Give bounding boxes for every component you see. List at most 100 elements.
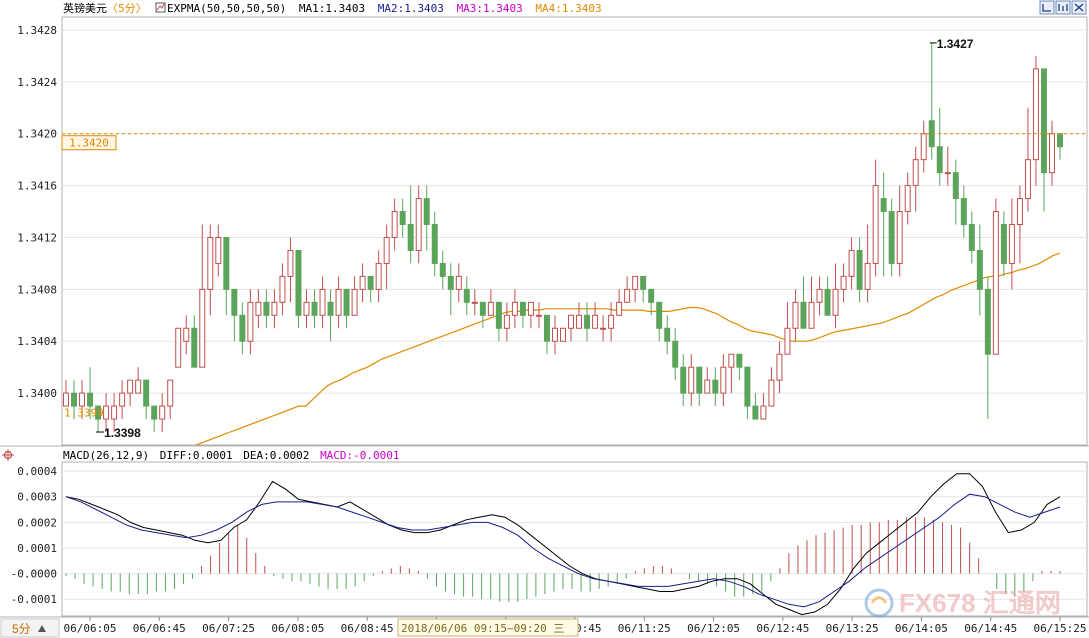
candle	[327, 289, 334, 342]
candle-body-down	[143, 379, 150, 407]
candle-body-down	[1000, 224, 1007, 264]
candle	[495, 301, 502, 342]
macd-settings-icon[interactable]	[2, 449, 14, 461]
candle-body-down	[263, 301, 270, 316]
price-tick-label: 1.3428	[17, 24, 57, 37]
price-tick-label: 1.3412	[17, 231, 57, 244]
candle-body-down	[712, 379, 719, 394]
candle	[159, 393, 166, 433]
candle	[519, 301, 526, 329]
candle	[736, 353, 743, 381]
candle-body-down	[936, 146, 943, 174]
macd-legend: MACD(26,12,9) DIFF:0.0001 DEA:0.0002 MAC…	[63, 449, 400, 462]
price-tick-label: 1.3404	[17, 335, 57, 348]
candle-body-up	[912, 159, 919, 187]
candle-body-up	[159, 405, 166, 420]
x-tick-label: 06/07:25	[202, 622, 255, 635]
candle	[215, 224, 222, 277]
toolbar-buttons[interactable]	[1039, 0, 1087, 15]
candle	[503, 302, 510, 342]
period-selector-button[interactable]: 5分	[0, 618, 60, 638]
candle-body-down	[856, 249, 863, 290]
candle	[95, 405, 102, 433]
macd-panel-frame[interactable]	[61, 461, 1088, 617]
candle	[816, 276, 823, 316]
candle	[471, 289, 478, 316]
candle-body-down	[800, 301, 807, 329]
candle	[696, 366, 703, 407]
candle-body-down	[431, 224, 438, 264]
candle-body-up	[848, 249, 855, 277]
price-tick-label: 1.3416	[17, 180, 57, 193]
candle	[303, 289, 310, 329]
chart-header: 英镑美元〈5分〉	[63, 1, 147, 15]
candle	[407, 185, 414, 264]
zoom-panel-icon[interactable]	[1039, 0, 1055, 15]
candle	[680, 354, 687, 407]
candle	[560, 327, 566, 342]
candle	[664, 315, 671, 355]
candle	[511, 289, 518, 329]
indicator-name: EXPMA(50,50,50,50)	[167, 2, 286, 15]
current-price-tag-text: 1.3420	[69, 137, 109, 150]
candle-body-up	[560, 327, 566, 342]
candle-body-down	[976, 249, 983, 290]
candle	[856, 237, 863, 303]
candle	[103, 393, 110, 433]
candle-body-down	[824, 288, 831, 316]
candle	[584, 302, 591, 342]
candle	[912, 146, 919, 212]
candle	[463, 276, 470, 316]
candle	[191, 315, 198, 368]
candle-body-down	[696, 366, 703, 394]
candle	[1016, 185, 1023, 264]
candle-body-up	[832, 288, 839, 316]
candle	[287, 237, 294, 303]
ma1-value: MA1:1.3403	[299, 2, 365, 15]
candle	[1024, 107, 1031, 212]
candle-body-up	[207, 236, 214, 290]
candle	[311, 289, 318, 329]
candle	[199, 224, 206, 368]
diff-value: DIFF:0.0001	[160, 449, 233, 462]
candle	[656, 301, 663, 342]
candle-body-up	[183, 327, 190, 342]
candle-body-down	[519, 301, 526, 316]
candlestick-series[interactable]	[63, 42, 1063, 433]
candle-body-down	[656, 301, 663, 329]
dea-line	[65, 493, 1061, 608]
price-tick-label: 1.3424	[17, 76, 57, 89]
candle-body-up	[455, 275, 462, 290]
candle-body-up	[119, 392, 126, 407]
indicator-legend: EXPMA(50,50,50,50) MA1:1.3403 MA2:1.3403…	[167, 2, 602, 15]
candle	[768, 367, 775, 407]
candle-body-down	[680, 366, 687, 394]
x-tick-label: 06/12:05	[687, 622, 740, 635]
x-tick-label: 06/08:45	[341, 622, 394, 635]
candle	[71, 380, 78, 420]
candle-body-up	[1048, 133, 1055, 174]
candle-body-up	[487, 301, 494, 316]
candle	[183, 315, 190, 355]
candle	[624, 276, 631, 303]
price-panel-frame[interactable]	[61, 16, 1088, 446]
candle-body-down	[543, 314, 550, 342]
candle	[439, 250, 446, 290]
macd-y-axis: 0.0004 0.0003 0.0002 0.0001 -0.0000 -0.0001	[11, 465, 58, 606]
candle	[832, 263, 839, 329]
candle	[551, 315, 558, 355]
candle-body-down	[984, 288, 991, 355]
time-tooltip-text: 2018/06/06 09:15~09:20 三	[401, 622, 564, 635]
candle-body-down	[463, 288, 470, 303]
candle	[720, 354, 727, 407]
candle	[295, 249, 302, 329]
candle-body-up	[215, 236, 222, 264]
candle	[279, 263, 286, 316]
layout-panel-icon[interactable]	[1055, 0, 1071, 15]
close-panel-icon[interactable]	[1071, 0, 1087, 15]
candle	[343, 288, 350, 329]
candle	[648, 288, 655, 316]
candle	[824, 276, 831, 316]
candle-body-up	[527, 301, 534, 316]
